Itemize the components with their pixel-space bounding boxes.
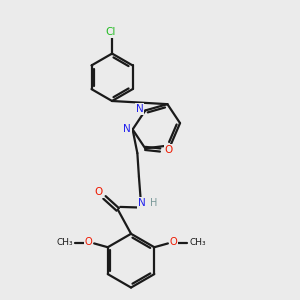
Text: CH₃: CH₃ [189,238,206,247]
Text: H: H [150,198,158,208]
Text: Cl: Cl [105,27,116,38]
Text: CH₃: CH₃ [56,238,73,247]
Text: O: O [169,237,177,247]
Text: O: O [95,187,103,197]
Text: O: O [85,237,93,247]
Text: N: N [136,104,143,114]
Text: O: O [165,145,173,155]
Text: N: N [123,124,131,134]
Text: N: N [138,198,145,208]
